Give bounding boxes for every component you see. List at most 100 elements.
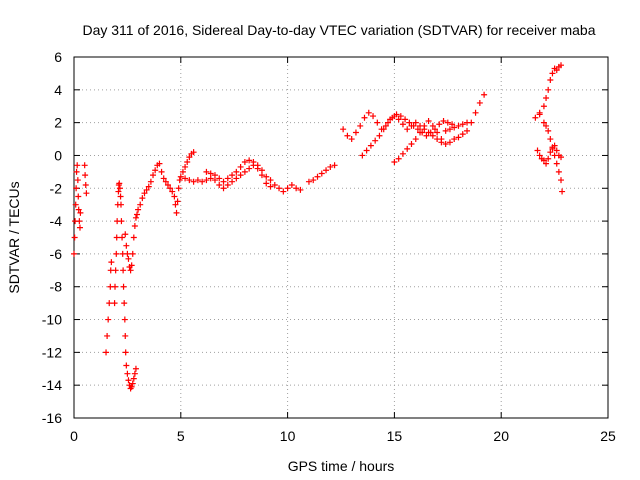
data-point: [549, 145, 556, 152]
data-point: [408, 140, 415, 147]
data-point: [160, 175, 167, 182]
data-point: [184, 159, 191, 166]
data-point: [172, 201, 179, 208]
data-point: [106, 300, 113, 307]
data-point: [112, 267, 119, 274]
data-point: [71, 234, 78, 241]
x-tick-label: 25: [600, 428, 616, 444]
y-tick-label: 0: [54, 147, 62, 163]
data-point: [434, 129, 441, 136]
data-point: [118, 218, 125, 225]
data-point: [284, 185, 291, 192]
data-point: [395, 116, 402, 123]
data-point: [216, 181, 223, 188]
data-point: [115, 188, 122, 195]
data-point: [173, 209, 180, 216]
data-point: [276, 185, 283, 192]
x-axis-label: GPS time / hours: [288, 458, 395, 474]
data-point: [250, 159, 257, 166]
data-point: [442, 127, 449, 134]
data-point: [233, 168, 240, 175]
data-point: [83, 190, 90, 197]
data-point: [237, 172, 244, 179]
data-point: [224, 175, 231, 182]
data-point: [549, 70, 556, 77]
data-point: [220, 185, 227, 192]
data-point: [331, 162, 338, 169]
data-point: [130, 375, 137, 382]
y-tick-label: -8: [50, 279, 63, 295]
data-point: [340, 126, 347, 133]
data-point: [128, 262, 135, 269]
data-point: [553, 160, 560, 167]
data-point: [280, 188, 287, 195]
data-point: [402, 116, 409, 123]
data-point: [464, 119, 471, 126]
data-point: [116, 180, 123, 187]
data-point: [145, 183, 152, 190]
data-point: [558, 62, 565, 69]
data-point: [459, 131, 466, 138]
data-point: [472, 109, 479, 116]
data-point: [137, 201, 144, 208]
data-point: [76, 224, 83, 231]
data-point: [314, 173, 321, 180]
data-point: [446, 126, 453, 133]
data-point: [179, 168, 186, 175]
data-point: [406, 119, 413, 126]
data-point: [171, 193, 178, 200]
data-point: [229, 172, 236, 179]
data-point: [224, 181, 231, 188]
data-point: [190, 178, 197, 185]
data-point: [120, 283, 127, 290]
data-point: [370, 113, 377, 120]
data-point: [112, 283, 119, 290]
data-point: [82, 181, 89, 188]
data-point: [131, 223, 138, 230]
data-point: [125, 377, 132, 384]
data-point: [123, 362, 130, 369]
data-point: [254, 162, 261, 169]
data-point: [352, 129, 359, 136]
data-point: [374, 119, 381, 126]
y-tick-label: 6: [54, 49, 62, 65]
data-point: [130, 234, 137, 241]
data-point: [543, 160, 550, 167]
data-point: [74, 177, 81, 184]
data-point: [82, 172, 89, 179]
data-point: [414, 126, 421, 133]
data-point: [455, 134, 462, 141]
data-point: [348, 136, 355, 143]
data-point: [124, 250, 131, 257]
data-point: [543, 122, 550, 129]
data-point: [120, 267, 127, 274]
data-point: [481, 91, 488, 98]
data-points: [71, 62, 566, 392]
data-point: [190, 149, 197, 156]
data-point: [220, 178, 227, 185]
data-point: [547, 76, 554, 83]
data-point: [76, 218, 83, 225]
data-point: [310, 177, 317, 184]
data-point: [139, 195, 146, 202]
data-point: [75, 206, 82, 213]
data-point: [357, 122, 364, 129]
data-point: [367, 142, 374, 149]
data-point: [74, 162, 81, 169]
data-point: [258, 167, 265, 174]
data-point: [267, 177, 274, 184]
data-point: [119, 234, 126, 241]
data-point: [558, 177, 565, 184]
data-point: [532, 114, 539, 121]
data-point: [464, 127, 471, 134]
data-point: [391, 159, 398, 166]
y-tick-label: -14: [42, 377, 62, 393]
x-tick-label: 5: [177, 428, 185, 444]
data-point: [412, 136, 419, 143]
data-point: [384, 119, 391, 126]
data-point: [551, 142, 558, 149]
data-point: [105, 316, 112, 323]
y-tick-label: -16: [42, 410, 62, 426]
data-point: [555, 168, 562, 175]
